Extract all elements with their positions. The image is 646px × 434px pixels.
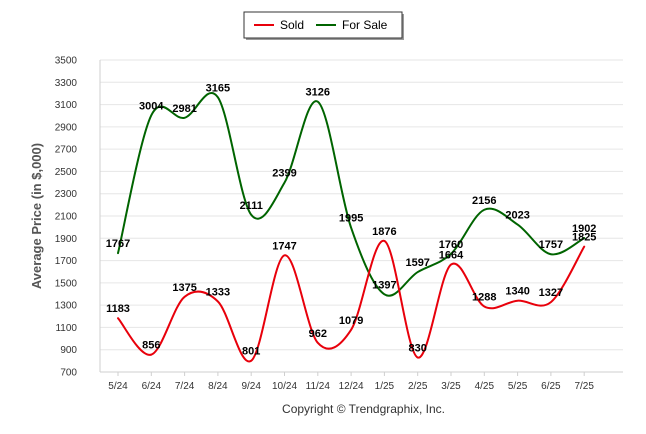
- grid: [100, 59, 623, 373]
- y-tick-label: 3300: [55, 78, 78, 89]
- x-tick-label: 4/25: [475, 381, 495, 392]
- y-tick-label: 900: [60, 345, 77, 356]
- copyright-footer: Copyright © Trendgraphix, Inc.: [282, 402, 445, 416]
- x-tick-label: 1/25: [375, 381, 395, 392]
- data-label-for-sale: 2981: [172, 103, 196, 115]
- legend-label-for-sale: For Sale: [342, 18, 388, 32]
- y-tick-label: 1300: [55, 301, 78, 312]
- data-label-sold: 1327: [539, 287, 563, 299]
- data-label-sold: 1747: [272, 240, 296, 252]
- data-label-for-sale: 3004: [139, 100, 164, 112]
- data-label-for-sale: 1397: [372, 279, 396, 291]
- y-axis-title: Average Price (in $,000): [29, 143, 44, 289]
- data-label-sold: 1340: [505, 286, 529, 298]
- data-label-for-sale: 1757: [539, 239, 563, 251]
- data-label-sold: 1664: [439, 250, 464, 262]
- data-label-sold: 1876: [372, 226, 396, 238]
- data-label-for-sale: 2156: [472, 195, 496, 207]
- data-label-sold: 1375: [172, 282, 196, 294]
- x-tick-label: 5/25: [508, 381, 528, 392]
- data-label-sold: 1825: [572, 232, 596, 244]
- y-tick-label: 2700: [55, 145, 78, 156]
- y-tick-label: 2300: [55, 189, 78, 200]
- data-label-for-sale: 1597: [405, 257, 429, 269]
- data-label-for-sale: 2023: [505, 210, 529, 222]
- x-tick-label: 7/25: [574, 381, 594, 392]
- data-label-for-sale: 3165: [206, 82, 230, 94]
- data-label-for-sale: 3126: [306, 87, 330, 99]
- data-label-sold: 1333: [206, 286, 230, 298]
- y-tick-label: 3100: [55, 100, 78, 111]
- x-tick-label: 3/25: [441, 381, 461, 392]
- data-label-for-sale: 1767: [106, 238, 130, 250]
- axes: Average Price (in $,000) 700 900 1100 1300 1…: [29, 56, 623, 392]
- y-tick-label: 1900: [55, 234, 78, 245]
- y-tick-label: 1100: [55, 323, 77, 334]
- x-tick-label: 11/24: [306, 381, 331, 392]
- data-label-sold: 856: [142, 340, 160, 352]
- x-tick-label: 9/24: [241, 381, 261, 392]
- data-labels: 1183 856 1375 1333 801 1747 962 1079 1876 830 1664…: [106, 82, 597, 357]
- y-tick-label: 2900: [55, 122, 78, 133]
- legend: Sold For Sale: [243, 11, 404, 40]
- x-tick-label: 5/24: [108, 381, 128, 392]
- y-tick-label: 1700: [55, 256, 78, 267]
- data-label-for-sale: 1995: [339, 213, 363, 225]
- series-line-sold: [117, 239, 586, 363]
- data-label-for-sale: 2399: [272, 168, 296, 180]
- data-label-sold: 801: [242, 346, 260, 358]
- y-tick-label: 2100: [55, 212, 78, 223]
- y-tick-label: 2500: [55, 167, 78, 178]
- x-tick-label: 10/24: [272, 381, 297, 392]
- data-label-sold: 1288: [472, 291, 496, 303]
- x-tick-label: 8/24: [208, 381, 228, 392]
- x-tick-label: 12/24: [339, 381, 364, 392]
- x-tick-label: 2/25: [408, 381, 428, 392]
- y-tick-label: 1500: [55, 278, 78, 289]
- x-tick-label: 6/25: [541, 381, 561, 392]
- series-lines: [117, 92, 586, 363]
- data-label-sold: 962: [309, 328, 327, 340]
- data-label-sold: 1079: [339, 315, 363, 327]
- data-label-for-sale: 1760: [439, 239, 463, 251]
- x-tick-label: 6/24: [142, 381, 162, 392]
- data-label-for-sale: 2111: [240, 200, 263, 212]
- data-label-sold: 830: [409, 343, 427, 355]
- legend-label-sold: Sold: [280, 18, 304, 32]
- y-tick-label: 3500: [55, 56, 78, 67]
- x-tick-label: 7/24: [175, 381, 195, 392]
- y-tick-label: 700: [60, 368, 77, 379]
- data-label-for-sale: 1902: [572, 223, 596, 235]
- series-line-for-sale: [117, 92, 586, 297]
- data-label-sold: 1183: [106, 303, 130, 315]
